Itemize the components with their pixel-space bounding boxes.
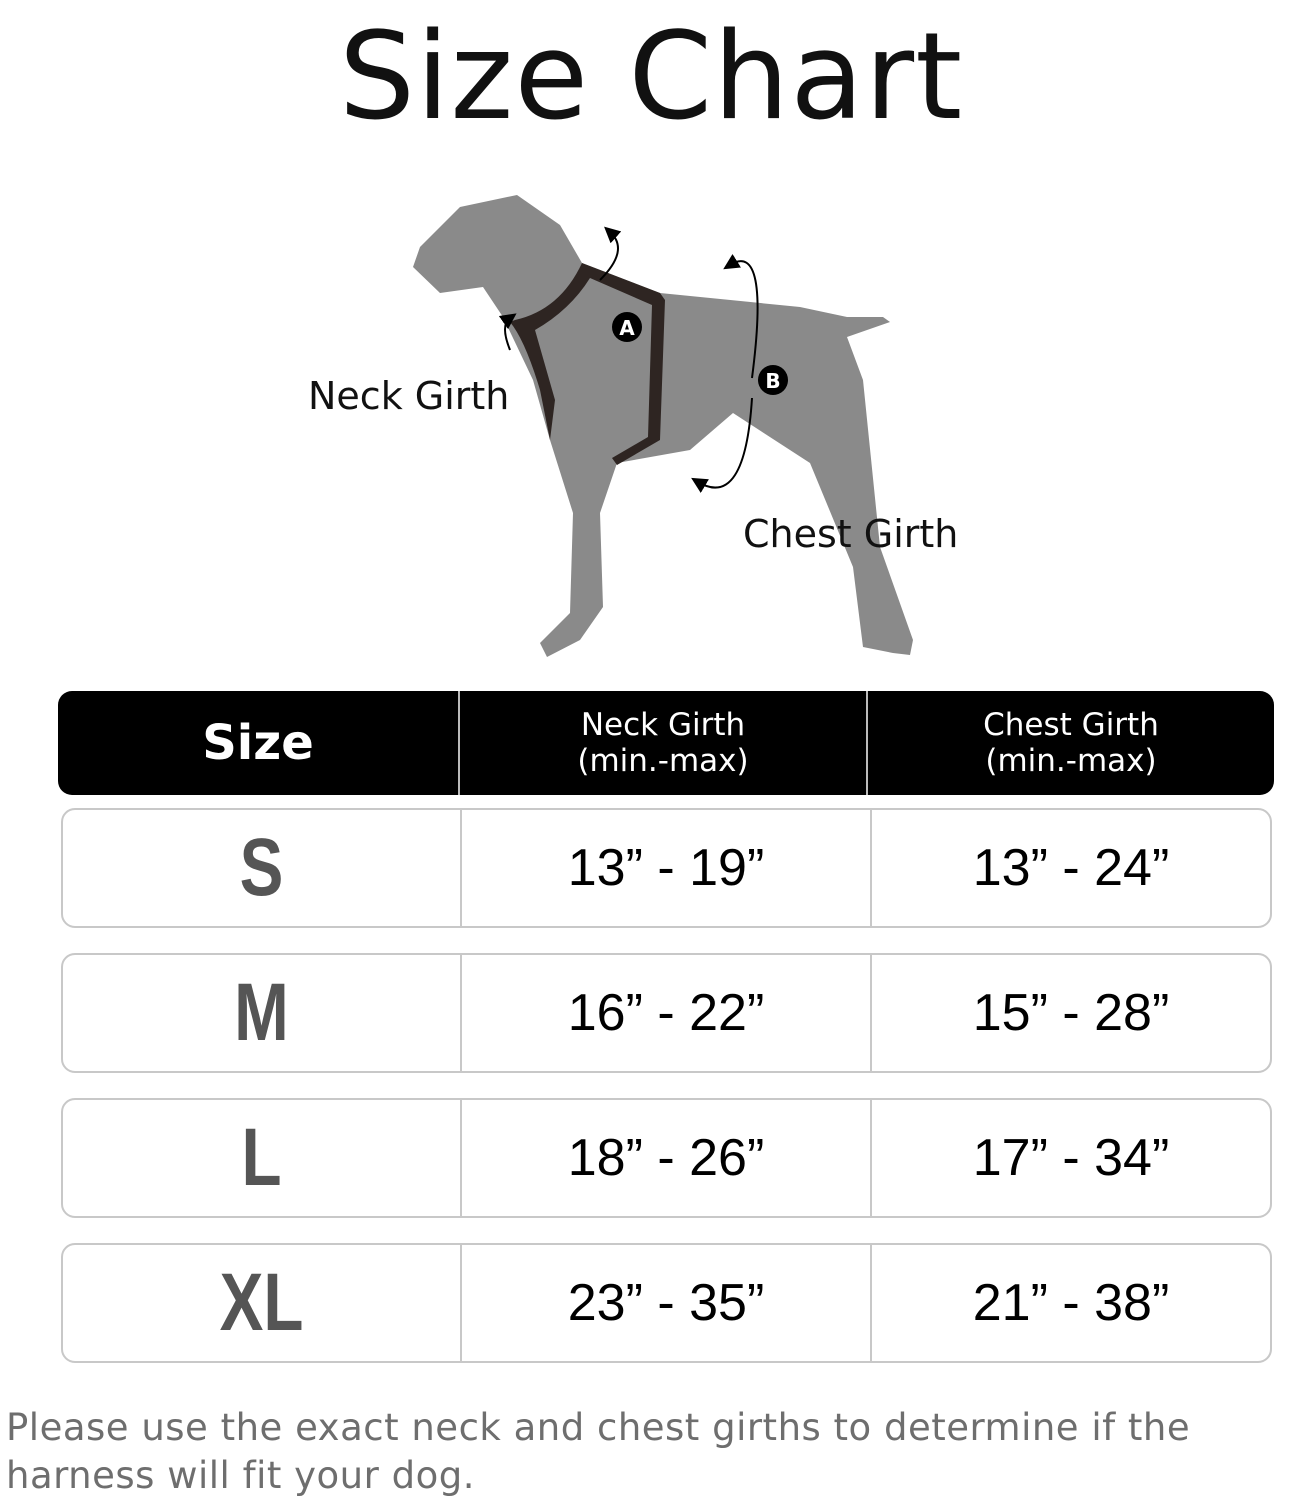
page-title: Size Chart [338, 8, 964, 147]
neck-cell: 13” - 19” [460, 810, 872, 926]
chest-cell: 17” - 34” [972, 1129, 1170, 1187]
table-row: XL 23” - 35” 21” - 38” [61, 1243, 1272, 1363]
header-neck-range: (min.-max) [577, 743, 749, 779]
header-size: Size [202, 715, 314, 771]
fit-note: Please use the exact neck and chest girt… [6, 1406, 1191, 1497]
chest-arrow-bottom [691, 397, 753, 493]
chest-arrow-top [723, 253, 759, 379]
chest-cell: 15” - 28” [972, 984, 1170, 1042]
size-cell: S [239, 822, 284, 913]
harness [510, 263, 665, 465]
header-chest-girth: Chest Girth (min.-max) [868, 691, 1274, 795]
neck-girth-label: Neck Girth [308, 374, 510, 418]
marker-a [612, 312, 642, 342]
dog-diagram: A B [413, 195, 913, 657]
chest-cell: 13” - 24” [972, 839, 1170, 897]
neck-cell: 18” - 26” [460, 1100, 872, 1216]
header-neck-girth: Neck Girth (min.-max) [458, 691, 868, 795]
chest-girth-label: Chest Girth [743, 512, 959, 556]
table-row: M 16” - 22” 15” - 28” [61, 953, 1272, 1073]
neck-cell: 23” - 35” [460, 1245, 872, 1361]
dog-silhouette [413, 195, 913, 657]
table-row: L 18” - 26” 17” - 34” [61, 1098, 1272, 1218]
table-header: Size Neck Girth (min.-max) Chest Girth (… [58, 691, 1274, 795]
neck-arrow-top [599, 226, 622, 281]
neck-cell: 16” - 22” [460, 955, 872, 1071]
size-cell: L [241, 1112, 282, 1203]
header-chest-range: (min.-max) [985, 743, 1157, 779]
header-chest-title: Chest Girth [983, 707, 1159, 743]
size-cell: M [234, 967, 289, 1058]
header-neck-title: Neck Girth [580, 707, 746, 743]
marker-b [758, 365, 788, 395]
chest-cell: 21” - 38” [972, 1274, 1170, 1332]
marker-b-label: B [765, 369, 780, 393]
table-row: S 13” - 19” 13” - 24” [61, 808, 1272, 928]
size-cell: XL [219, 1257, 304, 1348]
marker-a-label: A [619, 316, 635, 340]
neck-arrow-bottom [498, 313, 517, 351]
